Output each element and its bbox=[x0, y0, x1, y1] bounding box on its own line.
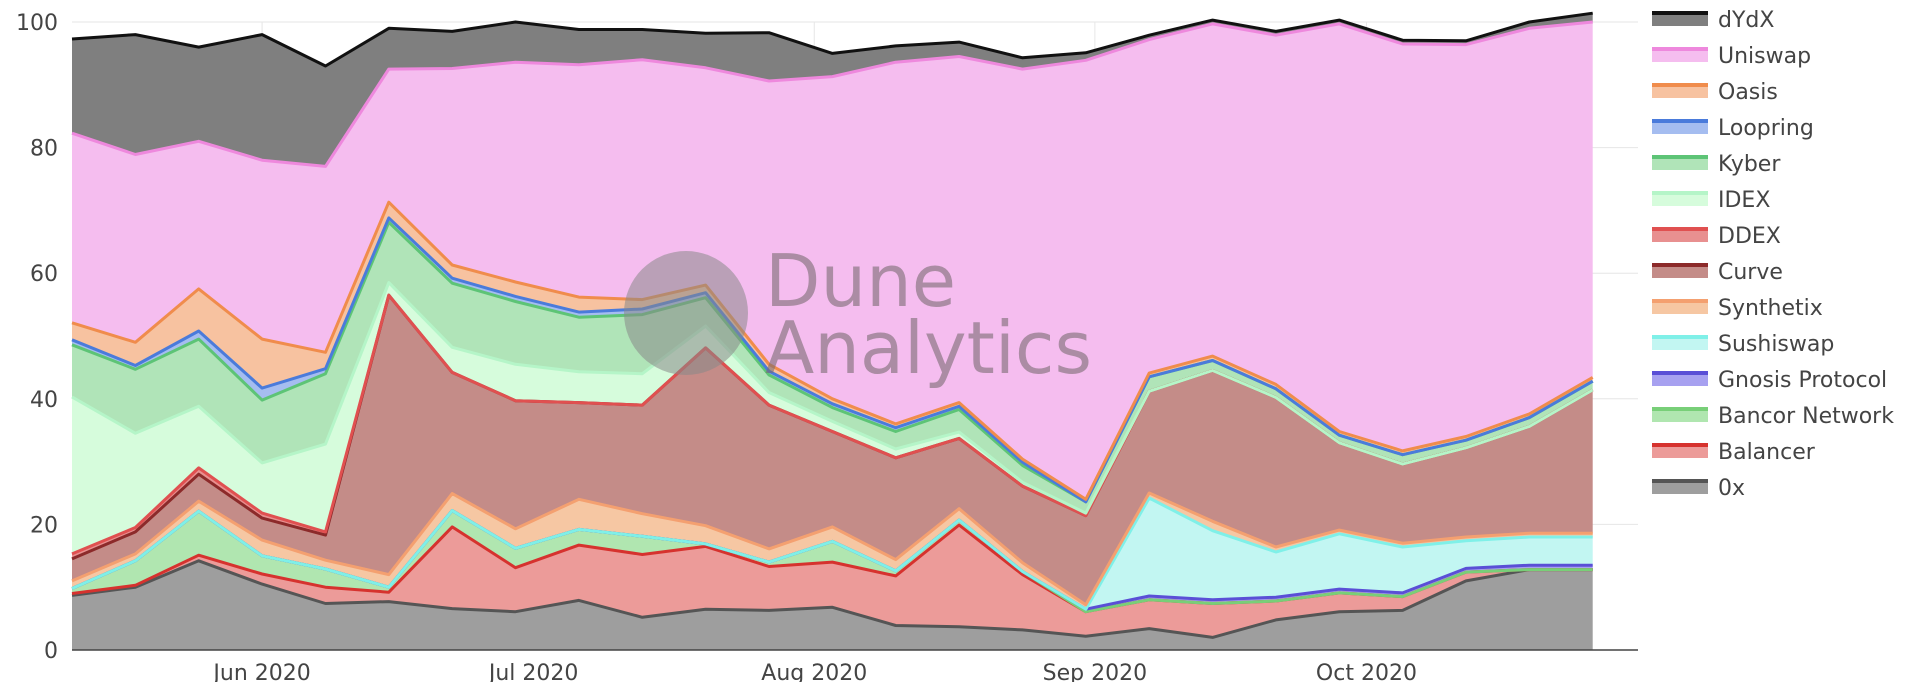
y-tick-label: 60 bbox=[30, 262, 58, 287]
legend-item-kyber[interactable]: Kyber bbox=[1652, 152, 1781, 177]
watermark-line1: Dune bbox=[765, 239, 956, 323]
legend-swatch bbox=[1652, 444, 1708, 458]
legend-swatch bbox=[1652, 408, 1708, 422]
legend-swatch bbox=[1652, 336, 1708, 350]
line-dydx bbox=[71, 11, 1593, 68]
legend-label: Oasis bbox=[1718, 80, 1778, 105]
legend-item-synthetix[interactable]: Synthetix bbox=[1652, 296, 1823, 321]
legend: dYdX Uniswap Oasis Loopring Kyber IDEX DDEX Cur… bbox=[1652, 8, 1894, 501]
legend-label: Kyber bbox=[1718, 152, 1781, 177]
x-tick-label: Jul 2020 bbox=[487, 661, 579, 682]
legend-item-loopring[interactable]: Loopring bbox=[1652, 116, 1814, 141]
line-synthetix bbox=[71, 491, 1593, 607]
legend-swatch bbox=[1652, 84, 1708, 98]
y-tick-label: 80 bbox=[30, 137, 58, 162]
legend-label: Synthetix bbox=[1718, 296, 1823, 321]
area-uniswap bbox=[72, 22, 1593, 500]
y-tick-label: 40 bbox=[30, 388, 58, 413]
legend-item-curve[interactable]: Curve bbox=[1652, 260, 1783, 285]
axes: 0 20 40 60 80 100 Jun 2020 Jul 2020 Aug 2020 Sep … bbox=[16, 11, 1638, 682]
series-lines bbox=[71, 11, 1594, 639]
legend-label: Sushiswap bbox=[1718, 332, 1834, 357]
legend-item-idex[interactable]: IDEX bbox=[1652, 188, 1770, 213]
legend-label: Balancer bbox=[1718, 440, 1816, 465]
legend-swatch bbox=[1652, 156, 1708, 170]
legend-label: dYdX bbox=[1718, 8, 1774, 33]
legend-swatch bbox=[1652, 12, 1708, 26]
x-tick-label: Sep 2020 bbox=[1043, 661, 1147, 682]
line-idex bbox=[71, 281, 1594, 515]
legend-swatch bbox=[1652, 372, 1708, 386]
dune-analytics-watermark: Dune Analytics bbox=[624, 239, 1092, 390]
legend-item-0x[interactable]: 0x bbox=[1652, 476, 1745, 501]
legend-label: Curve bbox=[1718, 260, 1783, 285]
legend-label: 0x bbox=[1718, 476, 1745, 501]
legend-item-dydx[interactable]: dYdX bbox=[1652, 8, 1774, 33]
area-0x bbox=[72, 560, 1593, 650]
line-uniswap bbox=[71, 20, 1593, 168]
watermark-logo-icon bbox=[624, 251, 748, 375]
legend-item-bancor-network[interactable]: Bancor Network bbox=[1652, 404, 1894, 429]
y-tick-label: 0 bbox=[44, 639, 58, 664]
legend-item-sushiswap[interactable]: Sushiswap bbox=[1652, 332, 1834, 357]
legend-swatch bbox=[1652, 264, 1708, 278]
legend-swatch bbox=[1652, 192, 1708, 206]
legend-label: Gnosis Protocol bbox=[1718, 368, 1887, 393]
line-0x bbox=[71, 559, 1593, 639]
watermark-line2: Analytics bbox=[765, 306, 1092, 390]
legend-item-oasis[interactable]: Oasis bbox=[1652, 80, 1778, 105]
legend-swatch bbox=[1652, 228, 1708, 242]
legend-label: IDEX bbox=[1718, 188, 1770, 213]
legend-swatch bbox=[1652, 480, 1708, 494]
x-tick-label: Aug 2020 bbox=[761, 661, 867, 682]
area-idex bbox=[72, 282, 1593, 554]
legend-swatch bbox=[1652, 300, 1708, 314]
legend-label: Loopring bbox=[1718, 116, 1814, 141]
legend-label: Bancor Network bbox=[1718, 404, 1894, 429]
area-kyber bbox=[72, 222, 1593, 514]
y-tick-label: 100 bbox=[16, 11, 58, 36]
legend-item-uniswap[interactable]: Uniswap bbox=[1652, 44, 1811, 69]
area-balancer bbox=[72, 525, 1593, 638]
legend-item-ddex[interactable]: DDEX bbox=[1652, 224, 1781, 249]
legend-label: Uniswap bbox=[1718, 44, 1811, 69]
legend-item-balancer[interactable]: Balancer bbox=[1652, 440, 1816, 465]
legend-item-gnosis-protocol[interactable]: Gnosis Protocol bbox=[1652, 368, 1887, 393]
line-loopring bbox=[71, 216, 1594, 504]
area-dydx bbox=[72, 13, 1593, 167]
line-oasis bbox=[71, 200, 1594, 501]
line-sushiswap bbox=[71, 496, 1593, 611]
legend-swatch bbox=[1652, 48, 1708, 62]
x-tick-label: Oct 2020 bbox=[1316, 661, 1417, 682]
x-tick-label: Jun 2020 bbox=[211, 661, 310, 682]
legend-label: DDEX bbox=[1718, 224, 1781, 249]
legend-swatch bbox=[1652, 120, 1708, 134]
y-tick-label: 20 bbox=[30, 513, 58, 538]
area-sushiswap bbox=[72, 498, 1593, 610]
